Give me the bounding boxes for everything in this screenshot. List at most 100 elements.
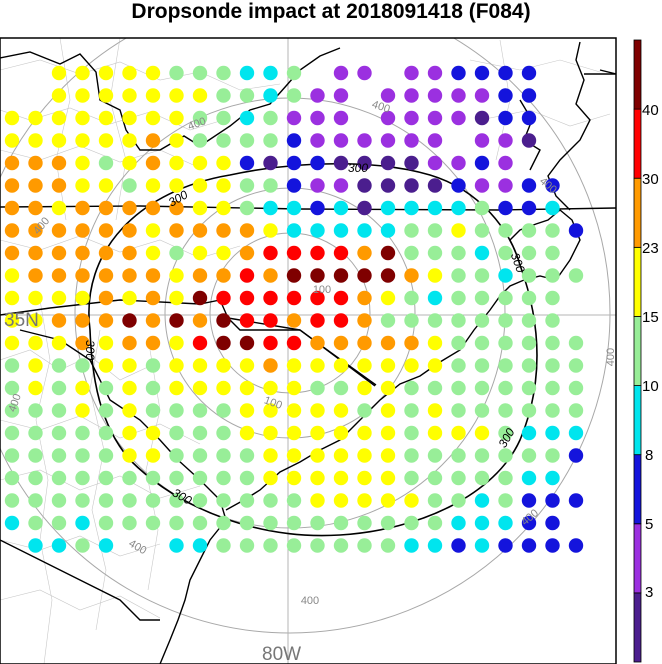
sonde-dot bbox=[263, 448, 278, 463]
sonde-dot bbox=[521, 88, 537, 103]
sonde-dot bbox=[75, 425, 90, 441]
sonde-dot bbox=[169, 245, 184, 261]
sonde-dot bbox=[169, 403, 184, 418]
sonde-dot bbox=[216, 380, 231, 396]
sonde-dot bbox=[51, 358, 67, 373]
sonde-dot bbox=[263, 515, 278, 531]
sonde-dot bbox=[380, 245, 396, 261]
sonde-dot bbox=[51, 448, 67, 463]
sonde-dot bbox=[239, 290, 255, 306]
sonde-dot bbox=[145, 358, 161, 373]
sonde-dot bbox=[28, 290, 43, 306]
sonde-dot bbox=[286, 223, 302, 238]
sonde-dot bbox=[75, 358, 90, 373]
sonde-dot bbox=[521, 110, 537, 126]
sonde-dot bbox=[451, 223, 466, 238]
sonde-dot bbox=[568, 425, 584, 441]
sonde-dot bbox=[28, 155, 43, 171]
sonde-dot bbox=[451, 65, 466, 81]
sonde-dot bbox=[498, 65, 513, 81]
sonde-dot bbox=[357, 178, 372, 193]
sonde-dot bbox=[404, 268, 419, 283]
sonde-dot bbox=[498, 335, 513, 351]
sonde-dot bbox=[427, 245, 443, 261]
sonde-dot bbox=[568, 493, 584, 508]
sonde-dot bbox=[145, 200, 161, 216]
sonde-dot bbox=[75, 470, 90, 486]
sonde-dot bbox=[380, 493, 396, 508]
sonde-dot bbox=[122, 403, 137, 418]
sonde-dot bbox=[98, 223, 114, 238]
sonde-dot bbox=[404, 493, 419, 508]
sonde-dot bbox=[98, 313, 114, 328]
sonde-dot bbox=[521, 313, 537, 328]
sonde-dot bbox=[239, 223, 255, 238]
sonde-dots bbox=[4, 65, 584, 553]
sonde-dot bbox=[239, 245, 255, 261]
sonde-dot bbox=[568, 335, 584, 351]
sonde-dot bbox=[122, 515, 137, 531]
sonde-dot bbox=[568, 268, 584, 283]
sonde-dot bbox=[145, 493, 161, 508]
sonde-dot bbox=[380, 538, 396, 553]
sonde-dot bbox=[498, 178, 513, 193]
sonde-dot bbox=[145, 110, 161, 126]
sonde-dot bbox=[286, 133, 302, 148]
sonde-dot bbox=[333, 133, 349, 148]
sonde-dot bbox=[427, 470, 443, 486]
sonde-dot bbox=[216, 470, 231, 486]
sonde-dot bbox=[4, 448, 20, 463]
sonde-dot bbox=[310, 200, 325, 216]
sonde-dot bbox=[521, 380, 537, 396]
sonde-dot bbox=[216, 425, 231, 441]
sonde-dot bbox=[427, 313, 443, 328]
sonde-dot bbox=[310, 493, 325, 508]
sonde-dot bbox=[122, 223, 137, 238]
sonde-dot bbox=[169, 425, 184, 441]
sonde-dot bbox=[263, 290, 278, 306]
sonde-dot bbox=[333, 425, 349, 441]
sonde-dot bbox=[427, 515, 443, 531]
sonde-dot bbox=[545, 335, 560, 351]
sonde-dot bbox=[357, 313, 372, 328]
sonde-dot bbox=[192, 380, 208, 396]
sonde-dot bbox=[216, 178, 231, 193]
sonde-dot bbox=[263, 178, 278, 193]
sonde-dot bbox=[521, 290, 537, 306]
sonde-dot bbox=[51, 268, 67, 283]
sonde-dot bbox=[427, 425, 443, 441]
sonde-dot bbox=[451, 380, 466, 396]
sonde-dot bbox=[310, 245, 325, 261]
sonde-dot bbox=[357, 290, 372, 306]
sonde-dot bbox=[98, 358, 114, 373]
sonde-dot bbox=[521, 358, 537, 373]
sonde-dot bbox=[498, 470, 513, 486]
sonde-dot bbox=[451, 268, 466, 283]
sonde-dot bbox=[51, 403, 67, 418]
sonde-dot bbox=[427, 65, 443, 81]
sonde-dot bbox=[28, 313, 43, 328]
sonde-dot bbox=[75, 268, 90, 283]
sonde-dot bbox=[521, 223, 537, 238]
sonde-dot bbox=[75, 110, 90, 126]
sonde-dot bbox=[427, 268, 443, 283]
sonde-dot bbox=[4, 313, 20, 328]
sonde-dot bbox=[239, 133, 255, 148]
sonde-dot bbox=[545, 290, 560, 306]
sonde-dot bbox=[263, 88, 278, 103]
sonde-dot bbox=[145, 335, 161, 351]
sonde-dot bbox=[75, 178, 90, 193]
sonde-dot bbox=[145, 313, 161, 328]
sonde-dot bbox=[216, 493, 231, 508]
sonde-dot bbox=[521, 403, 537, 418]
sonde-dot bbox=[357, 133, 372, 148]
map-frame bbox=[0, 37, 617, 664]
sonde-dot bbox=[521, 133, 537, 148]
ring-label: 100 bbox=[262, 394, 283, 412]
sonde-dot bbox=[239, 358, 255, 373]
sonde-dot bbox=[98, 245, 114, 261]
sonde-dot bbox=[145, 245, 161, 261]
sonde-dot bbox=[498, 88, 513, 103]
sonde-dot bbox=[310, 538, 325, 553]
sonde-dot bbox=[51, 515, 67, 531]
